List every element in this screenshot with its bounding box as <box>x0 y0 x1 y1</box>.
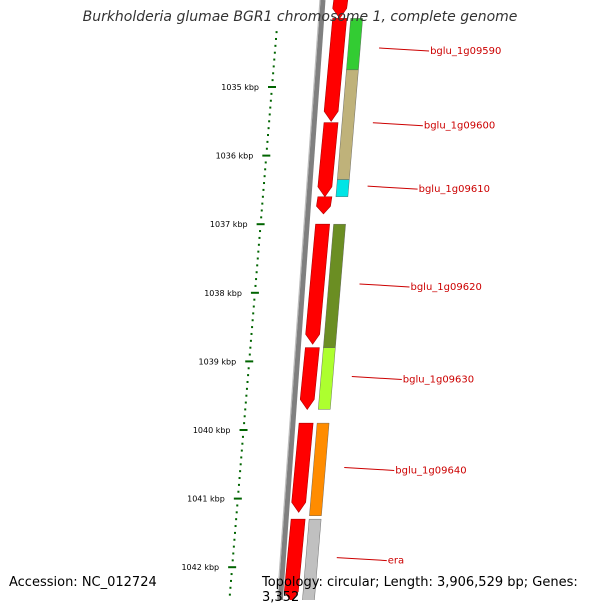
gene-label-leader <box>372 122 423 127</box>
topology-text: Topology: circular; Length: 3,906,529 bp… <box>262 575 578 605</box>
red-strand-arrow <box>316 196 333 215</box>
backbone-line <box>277 0 326 600</box>
gene-label-leader <box>379 47 430 52</box>
gene-label: bglu_1g09610 <box>419 184 490 195</box>
gene-label-leader <box>359 283 410 288</box>
scale-label: 1042 kbp <box>181 563 219 572</box>
scale-label: 1037 kbp <box>210 220 248 229</box>
gene-label: bglu_1g09600 <box>424 121 495 132</box>
map-title: Burkholderia glumae BGR1 chromosome 1, c… <box>82 9 518 25</box>
scale-label: 1039 kbp <box>199 357 237 366</box>
red-strand-arrow <box>305 223 330 345</box>
scale-label: 1035 kbp <box>221 83 259 92</box>
gene-label: bglu_1g09630 <box>403 375 474 386</box>
gene-track <box>302 18 363 600</box>
accession-text: Accession: NC_012724 <box>9 575 157 590</box>
gene-block <box>302 518 322 600</box>
gene-label-leader <box>344 466 395 471</box>
gene-label-leader <box>351 376 402 381</box>
scale-label: 1036 kbp <box>216 152 254 161</box>
gene-labels: bglu_1g09590 bglu_1g09600 bglu_1g09610bglu… <box>336 46 501 567</box>
gene-block <box>318 347 336 410</box>
red-strand-arrow <box>291 422 314 513</box>
scale-label: 1038 kbp <box>204 289 242 298</box>
gene-label: bglu_1g09590 <box>430 46 501 57</box>
gene-label: bglu_1g09620 <box>410 282 481 293</box>
red-track <box>283 0 349 600</box>
scale-label: 1041 kbp <box>187 495 225 504</box>
gene-block <box>309 422 330 516</box>
scale-label: 1040 kbp <box>193 426 231 435</box>
red-strand-arrow <box>299 347 320 410</box>
gene-label: era <box>388 556 404 567</box>
red-strand-arrow <box>317 122 339 198</box>
gene-label: bglu_1g09640 <box>395 465 466 476</box>
gene-label-leader <box>336 557 387 562</box>
red-strand-arrow <box>323 18 348 122</box>
gene-block <box>335 179 350 197</box>
red-strand-arrow <box>283 518 306 600</box>
backbone <box>276 0 326 600</box>
red-strand-arrow <box>332 0 349 19</box>
gene-label-leader <box>367 185 418 190</box>
backbone-highlight <box>276 0 321 600</box>
scale-axis: 1035 kbp 1036 kbp 1037 kbp 1038 kbp 1039 kbp… <box>181 31 278 596</box>
gene-block <box>346 18 363 71</box>
